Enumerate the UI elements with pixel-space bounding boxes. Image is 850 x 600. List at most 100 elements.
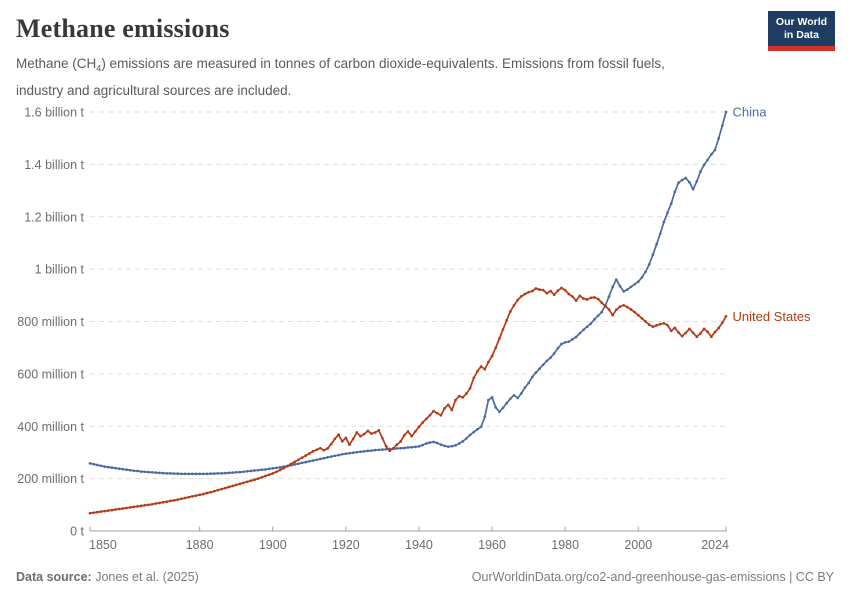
series-marker-china — [468, 433, 472, 437]
series-marker-united-states — [212, 489, 216, 493]
series-marker-united-states — [136, 505, 139, 508]
series-marker-china — [223, 471, 227, 475]
series-marker-china — [114, 466, 117, 470]
series-marker-united-states — [110, 508, 114, 512]
series-marker-china — [527, 381, 530, 385]
series-marker-china — [614, 278, 618, 281]
series-marker-united-states — [410, 434, 414, 438]
series-marker-united-states — [636, 313, 640, 317]
series-marker-china — [432, 440, 435, 444]
series-marker-china — [567, 340, 571, 344]
series-marker-china — [578, 331, 582, 335]
series-marker-china — [680, 178, 684, 182]
series-marker-china — [377, 448, 381, 452]
series-marker-united-states — [593, 296, 596, 299]
series-marker-united-states — [165, 500, 169, 504]
series-marker-china — [717, 136, 721, 140]
series-marker-china — [673, 190, 677, 194]
series-marker-china — [205, 472, 209, 476]
series-marker-china — [150, 470, 154, 474]
series-marker-china — [220, 472, 223, 475]
series-marker-china — [512, 393, 516, 397]
series-marker-united-states — [300, 456, 304, 460]
series-marker-united-states — [406, 430, 410, 433]
series-marker-china — [143, 470, 147, 474]
series-marker-united-states — [706, 330, 710, 334]
series-marker-china — [443, 444, 446, 448]
series-marker-united-states — [472, 376, 476, 380]
footer-link[interactable]: OurWorldinData.org/co2-and-greenhouse-ga… — [471, 570, 834, 584]
series-marker-united-states — [348, 443, 351, 446]
series-marker-united-states — [424, 417, 428, 421]
series-marker-china — [161, 471, 165, 475]
series-marker-china — [322, 456, 326, 460]
series-marker-united-states — [143, 503, 147, 507]
series-marker-united-states — [519, 295, 523, 298]
series-marker-china — [117, 467, 121, 471]
series-marker-united-states — [457, 394, 461, 398]
series-marker-china — [516, 396, 520, 400]
series-marker-china — [439, 443, 443, 446]
series-marker-china — [585, 325, 589, 329]
series-marker-united-states — [238, 482, 242, 486]
series-marker-united-states — [428, 413, 432, 417]
series-marker-united-states — [373, 431, 377, 434]
series-label-united-states: United States — [733, 309, 812, 324]
series-marker-china — [600, 310, 604, 314]
series-marker-united-states — [530, 289, 534, 293]
series-marker-china — [519, 392, 523, 395]
owid-logo[interactable]: Our World in Data — [768, 11, 835, 52]
series-marker-china — [402, 446, 406, 450]
series-marker-china — [647, 263, 651, 266]
series-marker-united-states — [399, 440, 403, 443]
series-marker-united-states — [220, 487, 223, 491]
series-label-china: China — [733, 105, 768, 120]
series-marker-united-states — [720, 321, 724, 325]
x-tick-label: 1850 — [89, 538, 117, 552]
series-marker-united-states — [183, 496, 187, 500]
series-marker-united-states — [311, 450, 315, 453]
series-marker-united-states — [169, 499, 172, 503]
series-marker-china — [110, 466, 114, 469]
series-marker-united-states — [655, 324, 658, 327]
series-marker-united-states — [249, 479, 253, 483]
series-marker-united-states — [435, 411, 439, 415]
series-marker-china — [238, 470, 242, 474]
series-marker-china — [147, 470, 150, 474]
series-marker-china — [337, 453, 340, 457]
series-marker-united-states — [710, 335, 713, 339]
series-marker-china — [399, 446, 403, 450]
series-marker-united-states — [187, 495, 191, 499]
series-marker-united-states — [666, 323, 669, 327]
series-marker-china — [501, 406, 505, 410]
series-marker-united-states — [567, 292, 571, 296]
series-marker-united-states — [614, 308, 618, 312]
series-marker-united-states — [388, 449, 392, 453]
series-marker-china — [457, 442, 461, 445]
series-marker-china — [410, 445, 414, 449]
series-marker-china — [435, 441, 439, 445]
series-marker-china — [472, 430, 476, 434]
series-marker-china — [311, 459, 315, 462]
series-marker-china — [669, 202, 673, 206]
x-tick-label: 1980 — [551, 538, 579, 552]
series-marker-united-states — [329, 442, 333, 446]
series-marker-united-states — [260, 475, 264, 479]
series-marker-china — [103, 465, 106, 468]
series-marker-united-states — [370, 432, 373, 435]
series-marker-united-states — [443, 407, 446, 410]
series-marker-china — [315, 458, 318, 462]
series-marker-china — [172, 472, 176, 475]
series-marker-china — [165, 472, 169, 475]
series-marker-united-states — [209, 490, 212, 494]
series-marker-china — [370, 449, 373, 452]
series-marker-china — [607, 295, 611, 298]
series-marker-china — [461, 440, 465, 443]
series-marker-united-states — [125, 506, 128, 510]
series-marker-china — [253, 469, 256, 472]
series-marker-china — [691, 187, 695, 191]
series-marker-china — [381, 448, 384, 451]
series-marker-china — [582, 328, 585, 332]
series-marker-united-states — [465, 392, 468, 395]
